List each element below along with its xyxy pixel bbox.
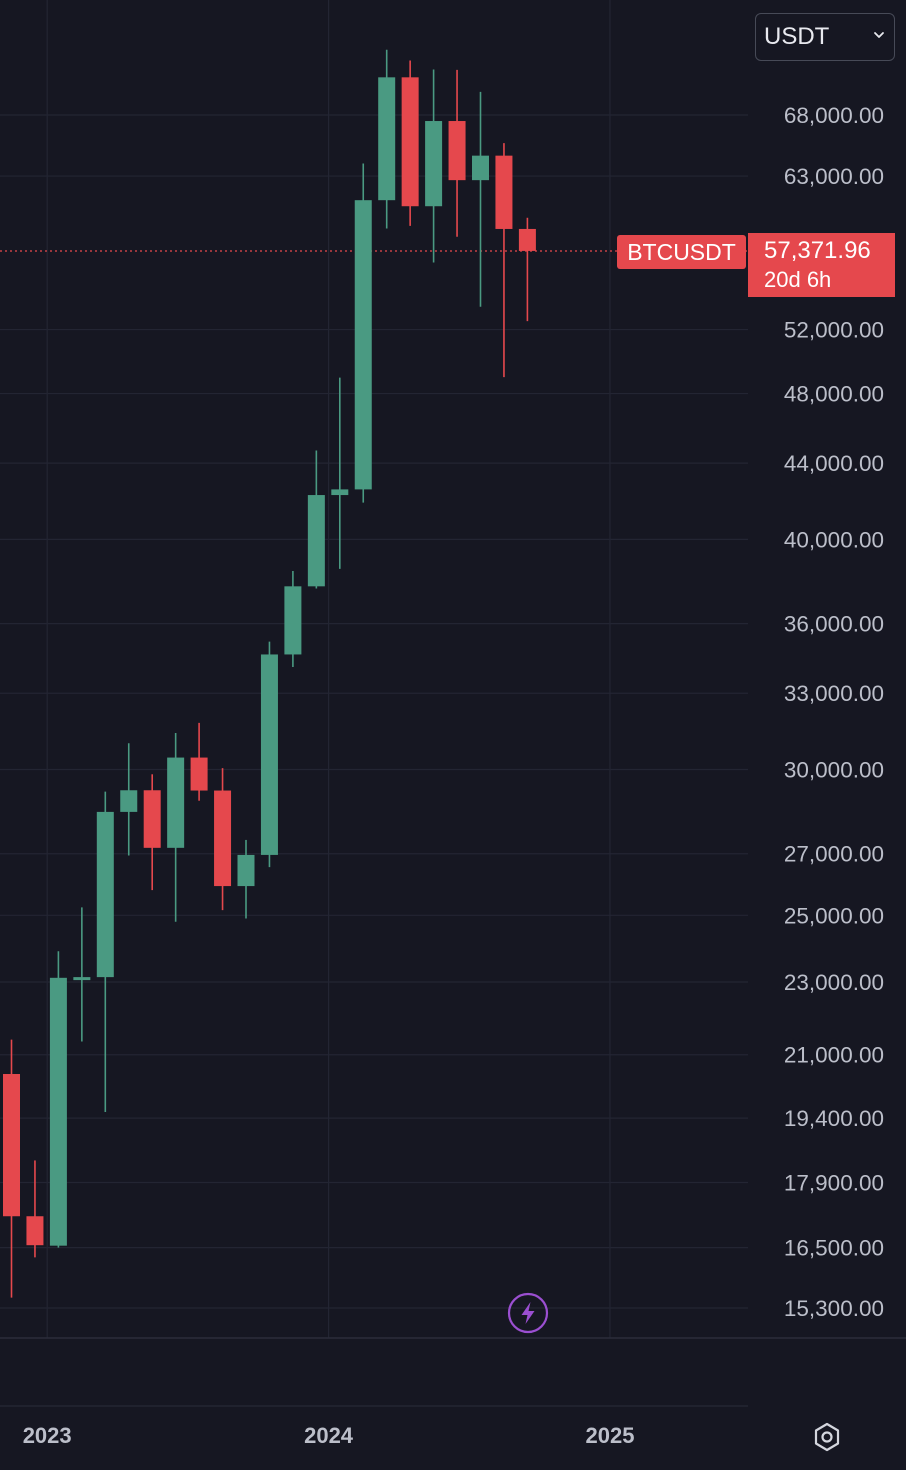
candle[interactable] [401,60,419,226]
candle-body [237,854,255,887]
price-tick-label: 17,900.00 [784,1170,884,1195]
lightning-icon[interactable] [507,1292,549,1334]
candle[interactable] [26,1160,44,1258]
price-tick-label: 25,000.00 [784,903,884,928]
last-price-value: 57,371.96 [764,237,871,264]
candle[interactable] [260,641,278,868]
candle-body [73,977,91,981]
candle[interactable] [472,91,489,307]
candle-body [378,77,396,201]
candles[interactable] [3,49,536,1298]
candle[interactable] [518,217,536,322]
candle-body [96,811,114,978]
time-tick-label: 2023 [23,1423,72,1448]
candle[interactable] [143,774,161,891]
candle-countdown: 20d 6h [764,267,832,292]
candle[interactable] [425,69,443,263]
candle-body [3,1074,20,1217]
candle[interactable] [307,450,325,589]
price-tick-label: 36,000.00 [784,612,884,637]
candle-body [307,495,325,587]
candle[interactable] [214,768,232,911]
candle[interactable] [448,69,466,237]
candle-body [425,121,443,207]
candle[interactable] [167,732,185,922]
price-tick-label: 48,000.00 [784,382,884,407]
candle-body [120,790,138,812]
time-axis-labels: 2023 2024 2025 [23,1423,635,1448]
last-price-tag: 57,371.96 20d 6h [748,233,895,297]
candle[interactable] [120,743,138,856]
price-tick-label: 27,000.00 [784,842,884,867]
candle[interactable] [495,143,513,378]
time-tick-label: 2025 [585,1423,634,1448]
time-tick-label: 2024 [304,1423,354,1448]
candle[interactable] [73,907,91,1042]
symbol-label: BTCUSDT [617,235,746,269]
candle-body [354,200,372,490]
price-tick-label: 52,000.00 [784,318,884,343]
candle-body [26,1216,44,1246]
candle[interactable] [237,839,255,919]
chevron-down-icon [874,32,884,38]
candle[interactable] [378,49,396,229]
price-tick-label: 19,400.00 [784,1106,884,1131]
candle-body [190,757,208,791]
candle-body [448,121,466,181]
candle-body [49,977,67,1246]
price-tick-label: 68,000.00 [784,103,884,128]
candle-body [167,757,185,848]
currency-select[interactable]: USDT [755,13,895,61]
price-tick-label: 23,000.00 [784,970,884,995]
candle[interactable] [49,951,67,1248]
candle-body [401,77,419,207]
price-tick-label: 40,000.00 [784,527,884,552]
price-tick-label: 63,000.00 [784,164,884,189]
candle-body [214,790,232,887]
candle[interactable] [96,791,114,1112]
candle-body [518,228,536,251]
price-axis[interactable]: 68,000.00 63,000.00 52,000.00 48,000.00 44,0… [784,103,884,1321]
price-tick-label: 33,000.00 [784,681,884,706]
price-tick-label: 15,300.00 [784,1296,884,1321]
candle[interactable] [354,163,372,503]
candle-body [472,155,489,181]
candle-body [143,790,161,848]
price-tick-label: 16,500.00 [784,1236,884,1261]
candle-body [495,155,513,229]
price-tick-label: 44,000.00 [784,451,884,476]
price-tick-label: 21,000.00 [784,1043,884,1068]
time-axis-area[interactable] [0,1338,906,1470]
candle[interactable] [331,377,349,569]
candle[interactable] [284,570,302,668]
candle-body [331,489,349,496]
candle[interactable] [190,722,208,801]
grid-lines [0,0,748,1338]
settings-icon[interactable] [808,1418,846,1456]
price-tick-label: 30,000.00 [784,757,884,782]
candle[interactable] [3,1039,20,1298]
currency-select-label: USDT [764,23,830,50]
candle-body [260,654,278,855]
candle-body [284,586,302,655]
